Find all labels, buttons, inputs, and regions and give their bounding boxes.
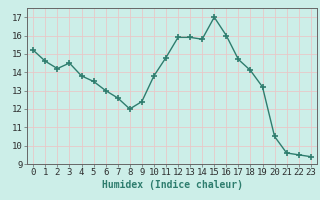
X-axis label: Humidex (Indice chaleur): Humidex (Indice chaleur) <box>101 180 243 190</box>
